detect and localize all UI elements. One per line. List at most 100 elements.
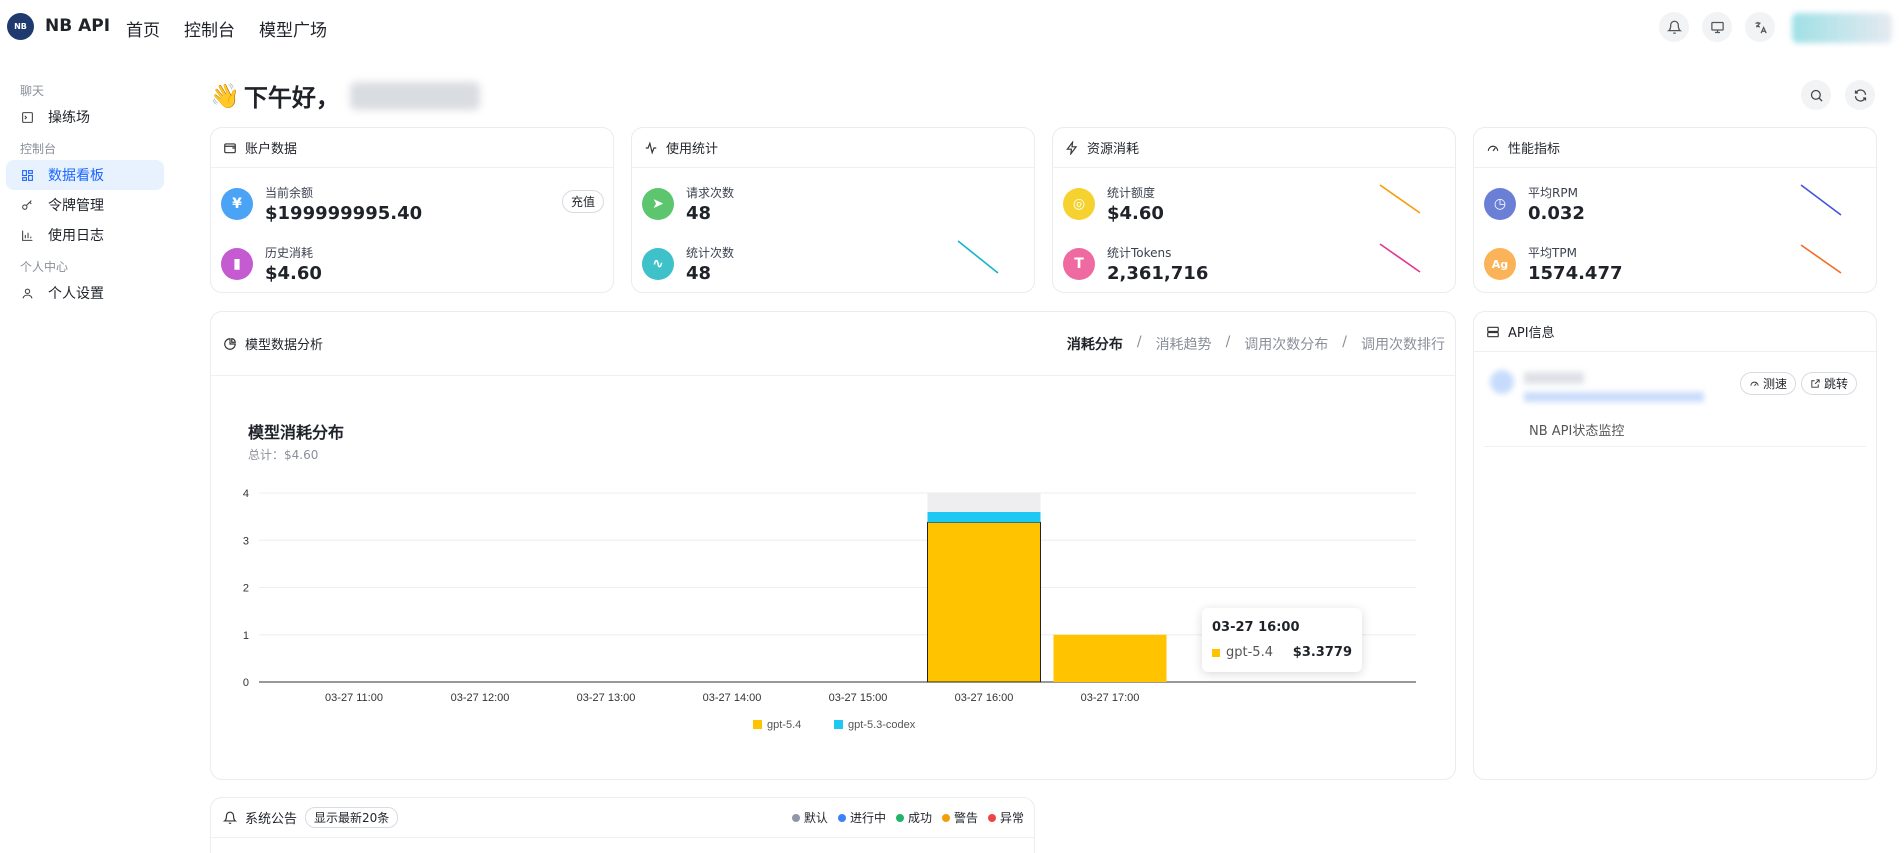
sidebar-group-personal: 个人中心 xyxy=(20,260,69,274)
legend-warning: 警告 xyxy=(941,809,978,826)
coin-icon: ¥ xyxy=(221,188,253,220)
sidebar-item-label: 个人设置 xyxy=(48,286,104,302)
brand-logo[interactable]: NB xyxy=(7,13,34,40)
language-button[interactable] xyxy=(1745,12,1775,42)
tab-separator: / xyxy=(1342,334,1347,350)
top-bar: NB NB API 首页 控制台 模型广场 xyxy=(0,0,1904,56)
refresh-icon xyxy=(1854,88,1866,102)
resource-card: 资源消耗 ◎ 统计额度 $4.60 T 统计Tokens 2,361,716 xyxy=(1052,127,1456,293)
display-button[interactable] xyxy=(1702,12,1732,42)
monitor-icon xyxy=(1710,21,1724,33)
refresh-button[interactable] xyxy=(1845,80,1875,110)
api-info-card: API信息 NB API状态监控 测速 跳转 xyxy=(1473,311,1877,780)
sidebar-item-label: 使用日志 xyxy=(48,228,104,244)
bell-icon xyxy=(223,811,237,824)
tooltip-value: $3.3779 xyxy=(1292,645,1352,660)
sparkline xyxy=(1379,243,1421,273)
x-tick-label: 03-27 17:00 xyxy=(1081,692,1140,704)
x-tick-label: 03-27 14:00 xyxy=(703,692,762,704)
x-tick-label: 03-27 13:00 xyxy=(577,692,636,704)
chart-subtitle: 总计：$4.60 xyxy=(248,448,319,462)
send-icon: ➤ xyxy=(642,188,674,220)
bar-gpt-5.4 xyxy=(927,521,1041,683)
text-icon: T xyxy=(1063,248,1095,280)
recharge-button[interactable]: 充值 xyxy=(562,190,605,213)
stat-value: 48 xyxy=(686,263,712,284)
stat-value: 48 xyxy=(686,203,712,224)
nav-home[interactable]: 首页 xyxy=(126,21,160,41)
dot-icon xyxy=(895,814,904,822)
card-header: 使用统计 xyxy=(632,128,1034,168)
sidebar-group-chat: 聊天 xyxy=(20,84,45,98)
sidebar-item-dashboard[interactable]: 数据看板 xyxy=(6,160,164,190)
stat-label: 当前余额 xyxy=(265,186,314,200)
stat-label: 统计次数 xyxy=(686,246,735,260)
tab-separator: / xyxy=(1225,334,1231,350)
notification-button[interactable] xyxy=(1659,12,1689,42)
activity-icon xyxy=(645,140,657,155)
button-label: 测速 xyxy=(1763,377,1788,391)
brand-name[interactable]: NB API xyxy=(45,16,111,36)
tooltip-swatch xyxy=(1212,648,1220,657)
card-header: 资源消耗 xyxy=(1053,128,1455,168)
card-header: 账户数据 xyxy=(211,128,613,168)
button-label: 跳转 xyxy=(1824,377,1849,391)
tab-cost-distribution[interactable]: 消耗分布 xyxy=(1066,337,1123,353)
tab-cost-trend[interactable]: 消耗趋势 xyxy=(1155,337,1212,353)
target-icon: ◎ xyxy=(1063,188,1095,220)
speed-test-button[interactable]: 测速 xyxy=(1740,372,1797,395)
quota-stat: ◎ 统计额度 $4.60 xyxy=(1063,184,1164,224)
user-avatar[interactable] xyxy=(1792,13,1892,43)
legend-label: gpt-5.3-codex xyxy=(848,719,916,731)
tab-call-ranking[interactable]: 调用次数排行 xyxy=(1361,337,1445,353)
card-header: 模型数据分析 xyxy=(211,312,1455,376)
stat-value: 1574.477 xyxy=(1528,263,1623,284)
stat-value: 2,361,716 xyxy=(1107,263,1209,284)
sparkline xyxy=(1800,184,1842,216)
analysis-tabs: 消耗分布 / 消耗趋势 / 调用次数分布 / 调用次数排行 xyxy=(1067,334,1445,354)
sidebar-item-tokens[interactable]: 令牌管理 xyxy=(6,190,164,220)
x-tick-label: 03-27 12:00 xyxy=(451,692,510,704)
x-tick-label: 03-27 15:00 xyxy=(829,692,888,704)
nav-console[interactable]: 控制台 xyxy=(184,21,235,41)
request-stat: ➤ 请求次数 48 xyxy=(642,184,734,224)
legend-label: gpt-5.4 xyxy=(767,719,801,731)
dot-icon xyxy=(837,814,846,822)
sidebar-item-settings[interactable]: 个人设置 xyxy=(6,278,164,308)
tooltip-title: 03-27 16:00 xyxy=(1212,620,1300,635)
translate-icon xyxy=(1755,21,1767,33)
wallet-icon xyxy=(224,142,236,153)
count-stat: ∿ 统计次数 48 xyxy=(642,244,734,284)
wave-icon: 👋 xyxy=(210,81,240,110)
legend-label: 警告 xyxy=(953,811,978,825)
legend-error: 异常 xyxy=(987,809,1024,826)
terminal-icon xyxy=(20,110,34,124)
lightning-icon xyxy=(1066,140,1078,155)
stat-value: $199999995.40 xyxy=(265,203,423,224)
stat-label: 平均RPM xyxy=(1528,186,1578,200)
search-button[interactable] xyxy=(1801,80,1831,110)
x-tick-label: 03-27 11:00 xyxy=(325,692,383,704)
latest-badge: 显示最新20条 xyxy=(305,807,399,828)
nav-model-square[interactable]: 模型广场 xyxy=(259,21,327,41)
stat-label: 平均TPM xyxy=(1528,246,1577,260)
sidebar-group-console: 控制台 xyxy=(20,142,57,156)
greeting-text: 下午好， xyxy=(243,84,340,112)
y-tick-label: 4 xyxy=(243,488,249,500)
dot-icon xyxy=(941,814,950,822)
sidebar-item-playground[interactable]: 操练场 xyxy=(6,102,164,132)
sidebar-item-logs[interactable]: 使用日志 xyxy=(6,220,164,250)
usage-card: 使用统计 ➤ 请求次数 48 ∿ 统计次数 48 xyxy=(631,127,1035,293)
username-blurred xyxy=(349,81,480,110)
card-title: 模型数据分析 xyxy=(245,338,324,353)
stat-label: 历史消耗 xyxy=(265,246,314,260)
legend-default: 默认 xyxy=(791,809,828,826)
jump-button[interactable]: 跳转 xyxy=(1801,372,1858,395)
api-description: NB API状态监控 xyxy=(1529,424,1625,439)
legend-label: 进行中 xyxy=(849,811,886,825)
divider xyxy=(1484,446,1866,447)
tab-call-distribution[interactable]: 调用次数分布 xyxy=(1244,337,1329,353)
pie-chart-icon xyxy=(224,337,236,350)
api-url-blurred xyxy=(1524,392,1704,402)
api-name-blurred xyxy=(1524,372,1584,384)
